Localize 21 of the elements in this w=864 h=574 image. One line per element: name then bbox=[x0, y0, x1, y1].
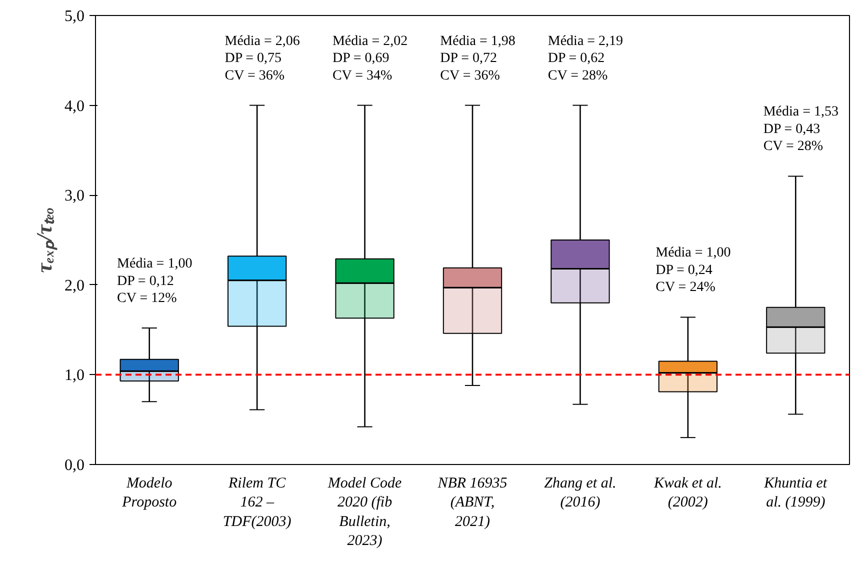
x-tick-label: NBR 16935 (ABNT, 2021) bbox=[436, 476, 508, 530]
y-tick-label: 2,0 bbox=[64, 277, 84, 294]
x-tick-label: Rilem TC 162 – TDF(2003) bbox=[222, 476, 292, 530]
x-tick-label: Kwak et al. (2002) bbox=[652, 476, 722, 511]
y-tick-label: 4,0 bbox=[64, 98, 84, 115]
y-axis-title: τₑₓₚ/τₜₑₒ bbox=[32, 207, 58, 273]
annotation: Média = 1,98 DP = 0,72 CV = 36% bbox=[440, 34, 516, 84]
y-tick-label: 0,0 bbox=[64, 457, 84, 474]
annotation: Média = 2,19 DP = 0,62 CV = 28% bbox=[548, 34, 624, 84]
annotation: Média = 1,00 DP = 0,24 CV = 24% bbox=[656, 246, 731, 296]
y-tick-label: 3,0 bbox=[64, 188, 84, 205]
x-tick-label: Model Code 2020 (fib Bulletin, 2023) bbox=[326, 476, 402, 550]
x-tick-label: Khuntia et al. (1999) bbox=[763, 476, 828, 511]
y-tick-label: 1,0 bbox=[64, 367, 84, 384]
annotation: Média = 1,00 DP = 0,12 CV = 12% bbox=[117, 256, 192, 306]
annotation: Média = 2,02 DP = 0,69 CV = 34% bbox=[332, 34, 408, 84]
x-tick-label: Zhang et al. (2016) bbox=[544, 476, 616, 511]
x-tick-label: Modelo Proposto bbox=[121, 476, 178, 511]
y-tick-label: 5,0 bbox=[64, 8, 84, 25]
annotation: Média = 1,53 DP = 0,43 CV = 28% bbox=[763, 104, 838, 154]
annotation: Média = 2,06 DP = 0,75 CV = 36% bbox=[224, 34, 300, 84]
